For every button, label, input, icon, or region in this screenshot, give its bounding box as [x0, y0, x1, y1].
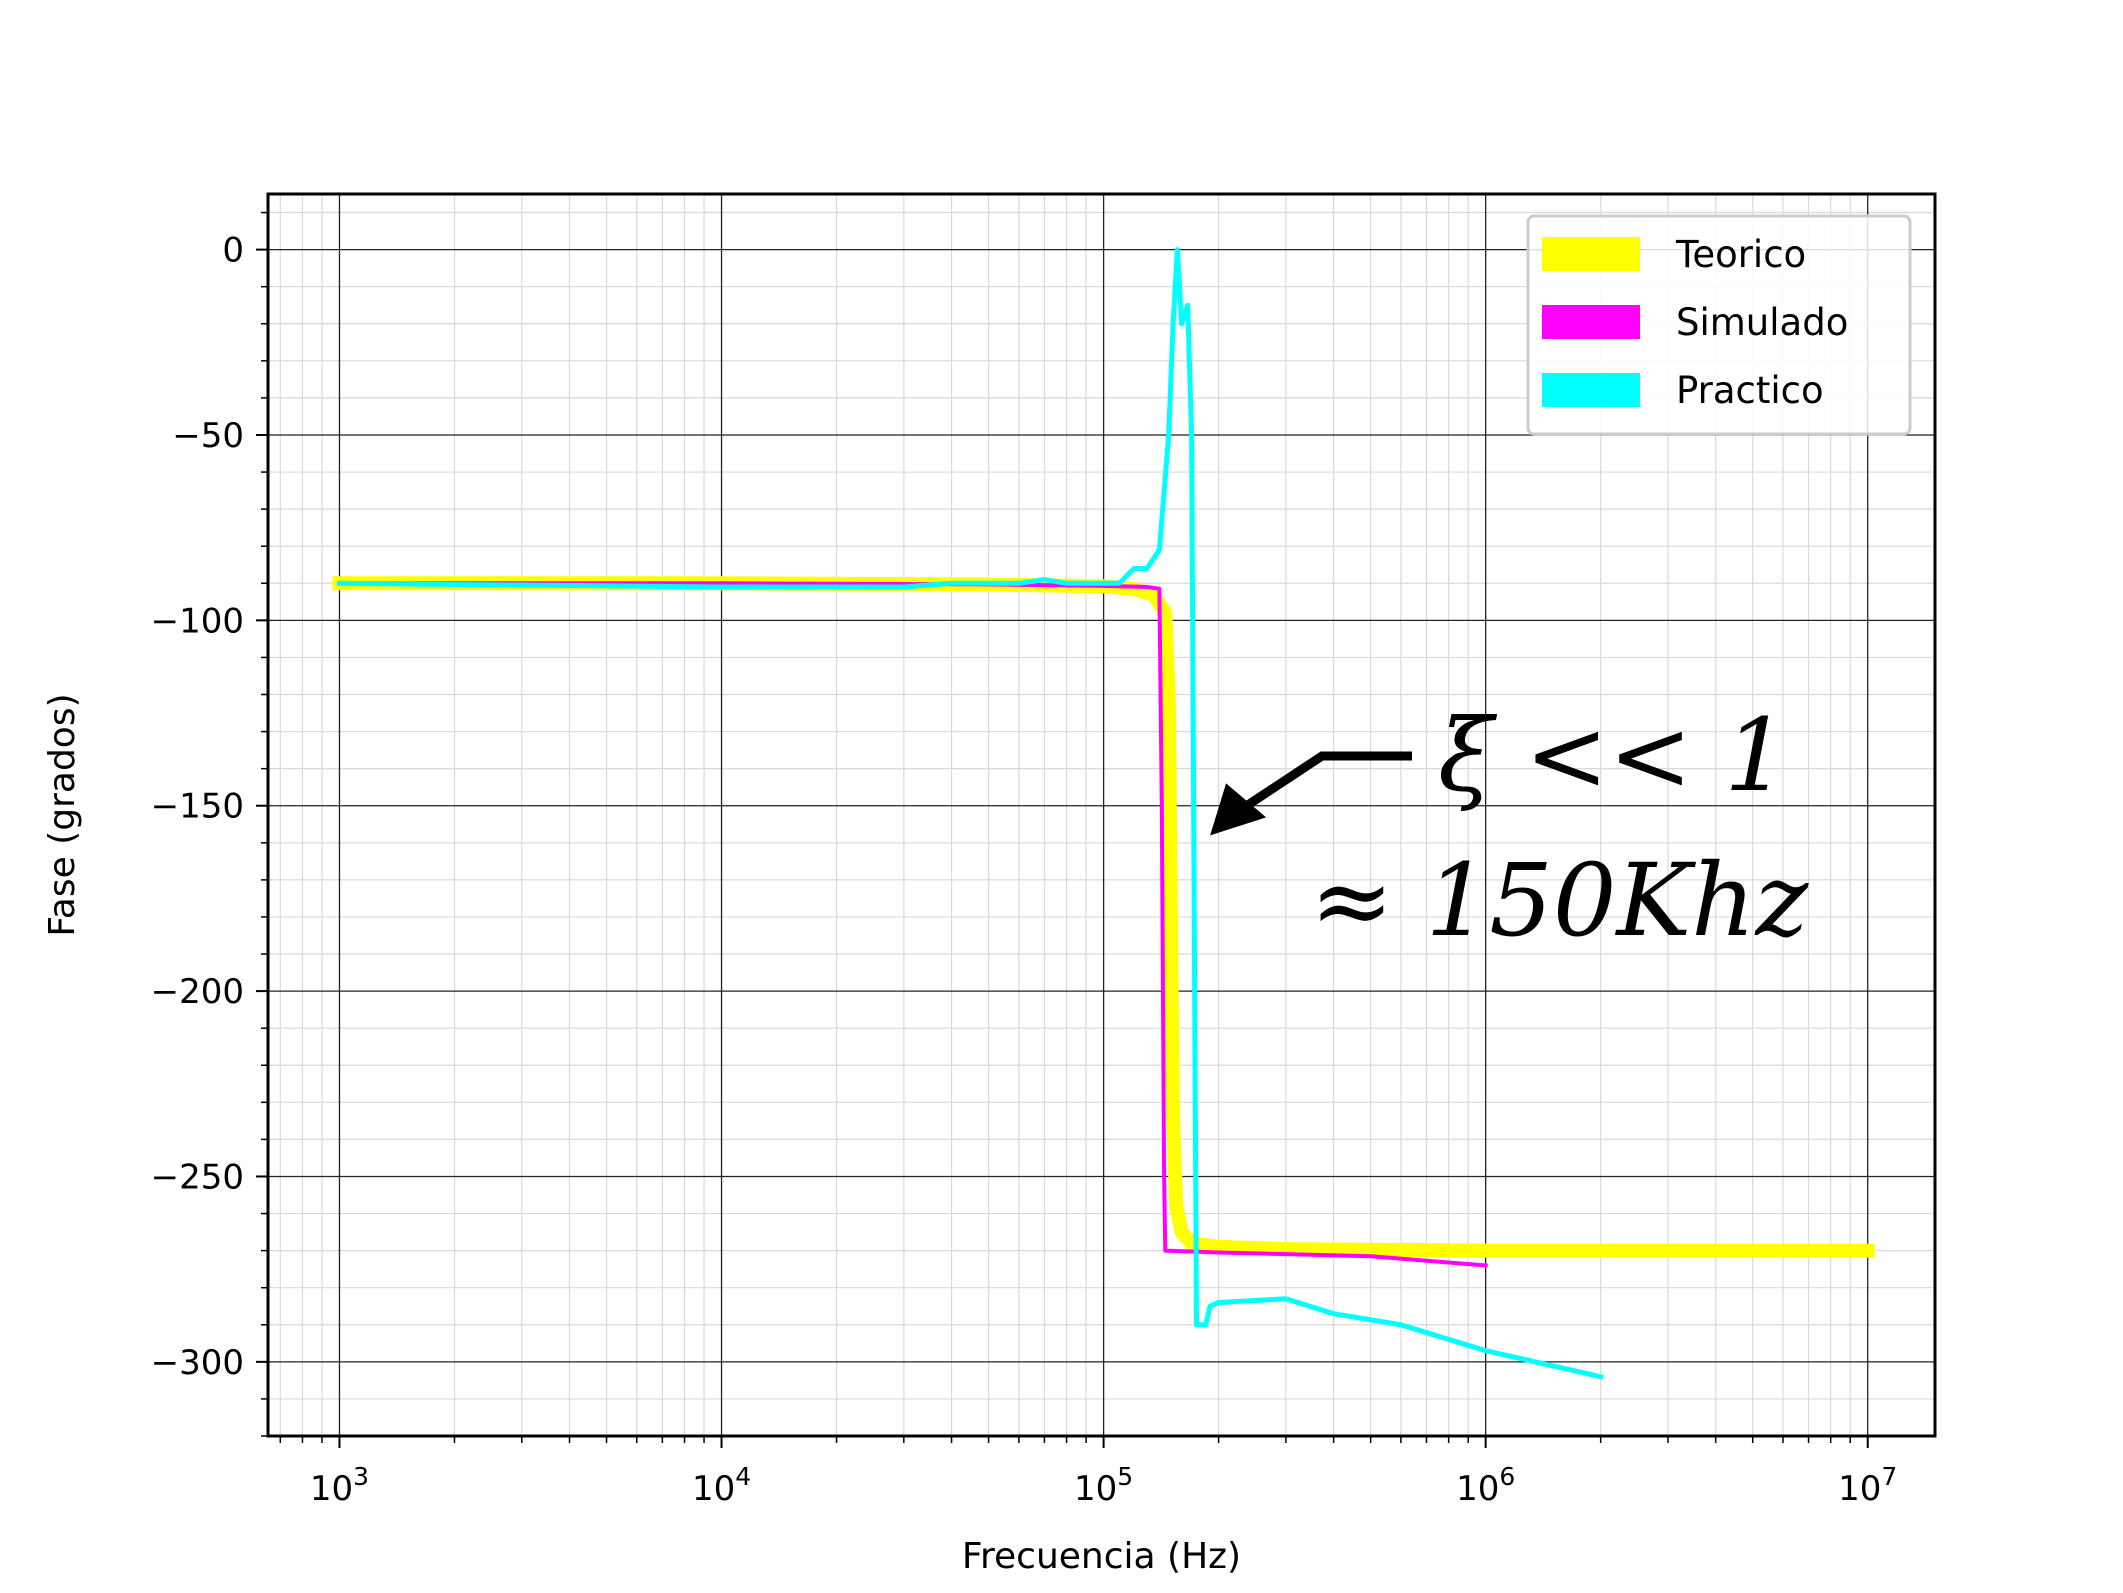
- annotation-arrow: [1235, 751, 1412, 816]
- y-axis-title: Fase (grados): [42, 693, 83, 936]
- x-axis-title: Frecuencia (Hz): [962, 1536, 1241, 1577]
- y-tick-label: −150: [151, 787, 244, 827]
- legend-swatch-teorico: [1542, 237, 1640, 271]
- annotation-arrow-head: [1210, 783, 1267, 836]
- y-tick-label: −300: [151, 1343, 244, 1383]
- y-tick-label: −200: [151, 972, 244, 1012]
- major-grid: [268, 194, 1935, 1436]
- x-tick-label: 105: [1074, 1462, 1133, 1509]
- annotation: ξ << 1 ≈ 150Khz: [1210, 697, 1810, 959]
- y-tick-label: −50: [172, 416, 244, 456]
- y-tick-label: 0: [222, 231, 244, 271]
- plot-frame: [266, 192, 1937, 1438]
- legend-swatch-simulado: [1542, 305, 1640, 339]
- annotation-frequency-label: ≈ 150Khz: [1310, 842, 1810, 959]
- x-tick-label: 104: [692, 1462, 751, 1509]
- y-tick-label: −250: [151, 1157, 244, 1197]
- legend: Teorico Simulado Practico: [1526, 214, 1912, 436]
- legend-label-simulado: Simulado: [1676, 301, 1848, 344]
- series-layer: [332, 247, 1875, 1380]
- axis-ticks: 103 104 105 106 107 0 −50 −100 −150 −200 −250 −300: [151, 211, 1897, 1509]
- x-tick-label: 106: [1456, 1462, 1515, 1509]
- minor-grid: [268, 194, 1935, 1437]
- series-line-practico: [336, 247, 1604, 1380]
- legend-label-teorico: Teorico: [1675, 233, 1806, 276]
- y-tick-label: −100: [151, 601, 244, 641]
- x-tick-label: 103: [310, 1462, 369, 1509]
- legend-label-practico: Practico: [1676, 369, 1824, 412]
- x-tick-label: 107: [1838, 1462, 1897, 1509]
- legend-swatch-practico: [1542, 373, 1640, 407]
- annotation-xi-label: ξ << 1: [1438, 697, 1788, 814]
